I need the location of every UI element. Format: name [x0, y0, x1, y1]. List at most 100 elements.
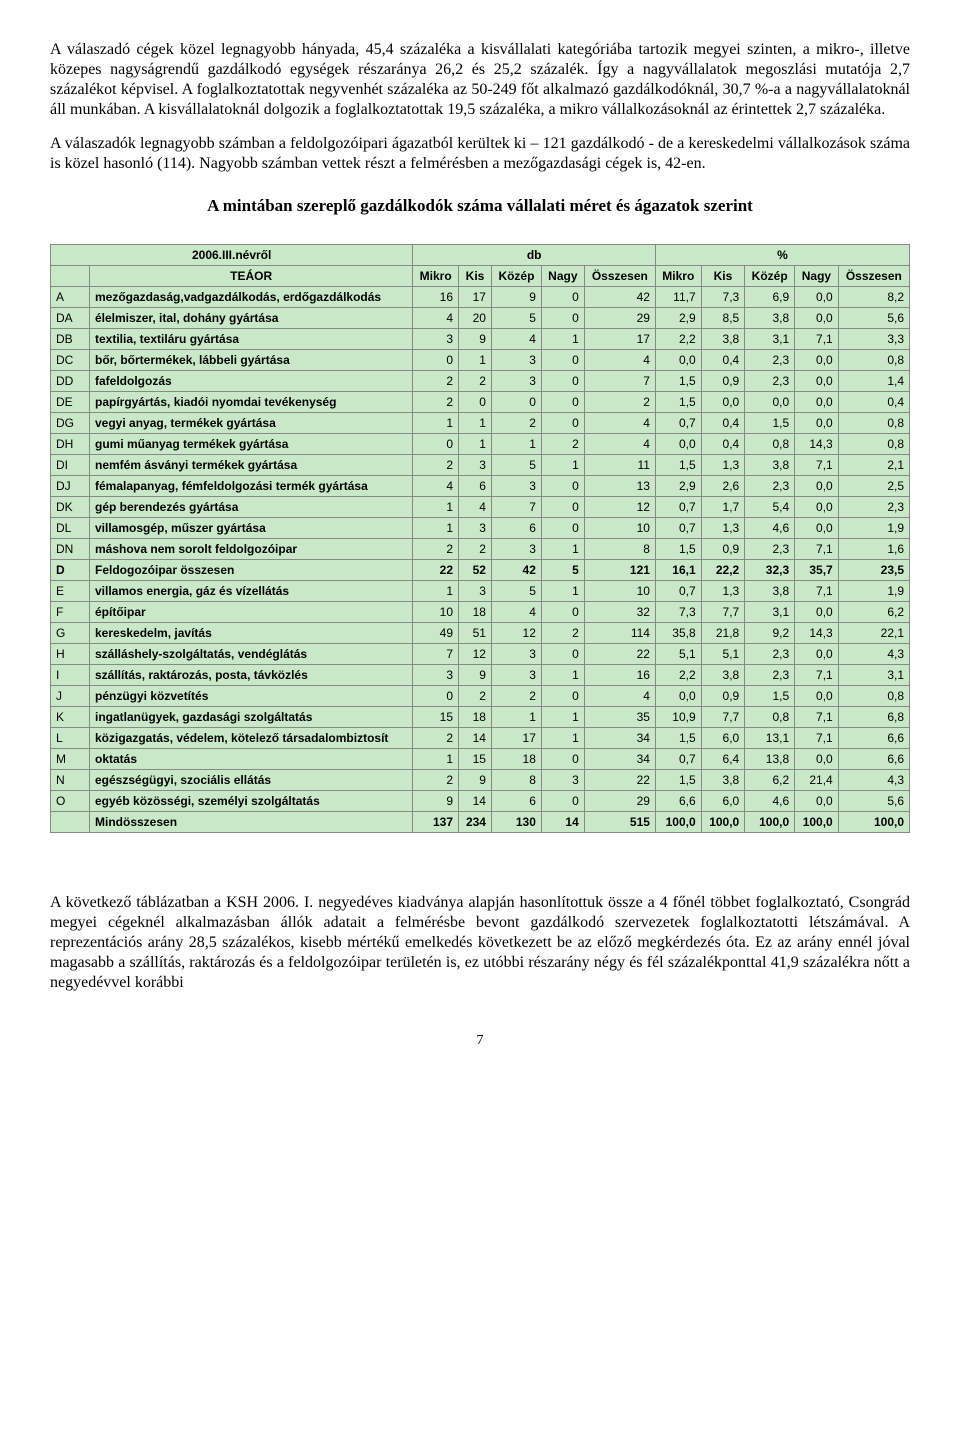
cell-value: 2	[413, 392, 459, 413]
cell-value: 3,1	[745, 602, 795, 623]
cell-value: 8,5	[701, 308, 745, 329]
cell-value: 6,6	[838, 728, 909, 749]
cell-value: 8,2	[838, 287, 909, 308]
cell-value: 100,0	[655, 812, 701, 833]
cell-value: 29	[584, 791, 655, 812]
row-label: pénzügyi közvetítés	[90, 686, 413, 707]
cell-value: 0,0	[701, 392, 745, 413]
cell-value: 0	[541, 476, 584, 497]
cell-value: 0	[541, 497, 584, 518]
table-row: DAélelmiszer, ital, dohány gyártása42050…	[51, 308, 910, 329]
cell-value: 3	[491, 350, 541, 371]
row-code: J	[51, 686, 90, 707]
cell-value: 7,1	[795, 665, 839, 686]
cell-value: 5	[491, 308, 541, 329]
cell-value: 3,8	[745, 581, 795, 602]
cell-value: 7,1	[795, 581, 839, 602]
cell-value: 1	[413, 497, 459, 518]
cell-value: 15	[459, 749, 492, 770]
cell-value: 0	[541, 350, 584, 371]
cell-value: 4	[413, 308, 459, 329]
cell-value: 52	[459, 560, 492, 581]
cell-value: 1,7	[701, 497, 745, 518]
cell-value: 2,3	[745, 476, 795, 497]
cell-value: 16,1	[655, 560, 701, 581]
cell-value: 0,0	[795, 392, 839, 413]
row-label: szállítás, raktározás, posta, távközlés	[90, 665, 413, 686]
cell-value: 9	[413, 791, 459, 812]
cell-value: 18	[491, 749, 541, 770]
table-row: DCbőr, bőrtermékek, lábbeli gyártása0130…	[51, 350, 910, 371]
table-row: Gkereskedelm, javítás495112211435,821,89…	[51, 623, 910, 644]
cell-value: 0,7	[655, 518, 701, 539]
cell-value: 1	[541, 455, 584, 476]
cell-value: 4,3	[838, 770, 909, 791]
table-row: Fépítőipar101840327,37,73,10,06,2	[51, 602, 910, 623]
page-number: 7	[50, 1033, 910, 1049]
cell-value: 2,3	[745, 539, 795, 560]
cell-value: 5	[541, 560, 584, 581]
cell-value: 18	[459, 602, 492, 623]
row-label: ingatlanügyek, gazdasági szolgáltatás	[90, 707, 413, 728]
col-teaor: TEÁOR	[90, 266, 413, 287]
cell-value: 1	[413, 581, 459, 602]
cell-value: 7	[584, 371, 655, 392]
row-label: építőipar	[90, 602, 413, 623]
cell-value: 0,0	[795, 371, 839, 392]
cell-value: 2,9	[655, 476, 701, 497]
row-label: élelmiszer, ital, dohány gyártása	[90, 308, 413, 329]
row-code: M	[51, 749, 90, 770]
cell-value: 3	[491, 476, 541, 497]
cell-value: 7,1	[795, 455, 839, 476]
cell-value: 1,5	[655, 728, 701, 749]
cell-value: 4	[584, 686, 655, 707]
cell-value: 2,9	[655, 308, 701, 329]
cell-value: 34	[584, 728, 655, 749]
cell-value: 3,8	[745, 308, 795, 329]
cell-value: 7,1	[795, 728, 839, 749]
cell-value: 4	[584, 413, 655, 434]
col-mikro-pct: Mikro	[655, 266, 701, 287]
cell-value: 6,4	[701, 749, 745, 770]
cell-value: 0	[413, 434, 459, 455]
cell-value: 2,3	[838, 497, 909, 518]
cell-value: 2	[584, 392, 655, 413]
cell-value: 100,0	[838, 812, 909, 833]
cell-value: 2,3	[745, 371, 795, 392]
cell-value: 7,7	[701, 602, 745, 623]
cell-value: 3	[491, 371, 541, 392]
cell-value: 0,8	[838, 686, 909, 707]
table-row: Kingatlanügyek, gazdasági szolgáltatás15…	[51, 707, 910, 728]
cell-value: 0,7	[655, 497, 701, 518]
cell-value: 100,0	[701, 812, 745, 833]
cell-value: 0,8	[838, 413, 909, 434]
cell-value: 5,6	[838, 791, 909, 812]
cell-value: 13	[584, 476, 655, 497]
row-label: gép berendezés gyártása	[90, 497, 413, 518]
cell-value: 0	[541, 602, 584, 623]
col-blank	[51, 266, 90, 287]
cell-value: 17	[584, 329, 655, 350]
cell-value: 6	[491, 791, 541, 812]
cell-value: 2	[491, 686, 541, 707]
cell-value: 3,8	[701, 665, 745, 686]
cell-value: 10	[413, 602, 459, 623]
cell-value: 21,4	[795, 770, 839, 791]
table-row: Amezőgazdaság,vadgazdálkodás, erdőgazdál…	[51, 287, 910, 308]
cell-value: 1	[413, 518, 459, 539]
cell-value: 22	[584, 644, 655, 665]
cell-value: 0	[541, 413, 584, 434]
table-row: DInemfém ásványi termékek gyártása235111…	[51, 455, 910, 476]
cell-value: 0,4	[701, 434, 745, 455]
cell-value: 14	[541, 812, 584, 833]
cell-value: 0,0	[655, 434, 701, 455]
cell-value: 2,3	[745, 644, 795, 665]
cell-value: 22,1	[838, 623, 909, 644]
cell-value: 4	[491, 329, 541, 350]
cell-value: 0,0	[795, 749, 839, 770]
row-code: DK	[51, 497, 90, 518]
cell-value: 4,3	[838, 644, 909, 665]
cell-value: 7,1	[795, 707, 839, 728]
cell-value: 2	[541, 434, 584, 455]
cell-value: 6,9	[745, 287, 795, 308]
